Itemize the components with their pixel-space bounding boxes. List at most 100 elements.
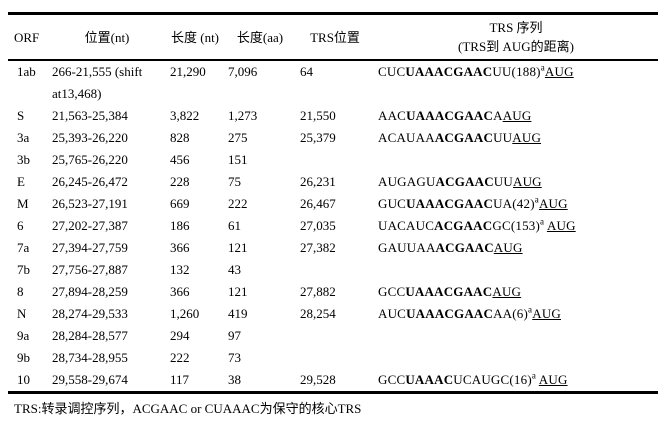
cell-trs-sequence: AUCUAAACGAACAA(6)aAUG	[374, 303, 658, 325]
footnote-marker: a	[528, 304, 533, 315]
cell-position: 21,563-25,384	[52, 108, 128, 123]
cell-trs-position	[296, 325, 374, 347]
cell-length-aa: 151	[228, 152, 248, 167]
cell-trs-sequence: CUCUAAACGAACUU(188)aAUG	[374, 60, 658, 105]
cell-orf: 7a	[17, 240, 30, 255]
aug-start-codon: AUG	[492, 284, 522, 299]
table-row: 1ab 266-21,555 (shift at13,468) 21,290 7…	[8, 60, 658, 105]
footnote-marker: a	[540, 216, 545, 227]
cell-trs-position: 27,035	[300, 218, 336, 233]
cell-trs-sequence: AUGAGUACGAACUUAUG	[374, 171, 658, 193]
aug-start-codon: AUG	[512, 174, 542, 189]
trs-core: UAAACGAAC	[406, 306, 494, 321]
cell-orf: 1ab	[17, 64, 36, 79]
table-row: 9b 28,734-28,955 222 73	[8, 347, 658, 369]
header-position: 位置(nt)	[84, 29, 130, 45]
cell-length-aa: 121	[228, 240, 248, 255]
cell-length-aa: 1,273	[228, 108, 258, 123]
trs-core: UAAACGAAC	[405, 284, 493, 299]
trs-core: UAAACGAAC	[405, 64, 493, 79]
cell-length-nt: 3,822	[170, 108, 200, 123]
cell-position: 25,765-26,220	[52, 152, 128, 167]
cell-orf: N	[17, 306, 27, 321]
cell-length-aa: 97	[228, 328, 241, 343]
table-row: 7b 27,756-27,887 132 43	[8, 259, 658, 281]
seq-prefix: CUC	[378, 64, 406, 79]
header-row: ORF 位置(nt) 长度 (nt) 长度(aa) TRS位置 TRS 序列 (…	[8, 14, 658, 61]
cell-length-aa: 75	[228, 174, 241, 189]
cell-orf: 10	[17, 372, 30, 387]
cell-trs-position: 25,379	[300, 130, 336, 145]
table-row: 9a 28,284-28,577 294 97	[8, 325, 658, 347]
header-length-aa: 长度(aa)	[236, 29, 284, 45]
cell-trs-sequence: AACUAAACGAACAAUG	[374, 105, 658, 127]
cell-position: 27,756-27,887	[52, 262, 128, 277]
cell-position: 28,284-28,577	[52, 328, 128, 343]
cell-position: 26,245-26,472	[52, 174, 128, 189]
header-trs-sequence: TRS 序列 (TRS到 AUG的距离)	[374, 14, 658, 61]
header-trs-sequence-line1: TRS 序列	[489, 20, 543, 35]
trs-core: UAAAC	[405, 372, 454, 387]
header-trs-sequence-line2: (TRS到 AUG的距离)	[458, 39, 574, 54]
cell-orf: E	[17, 174, 25, 189]
cell-length-aa: 7,096	[228, 64, 258, 79]
cell-orf: 7b	[17, 262, 30, 277]
cell-length-aa: 419	[228, 306, 248, 321]
cell-orf: S	[17, 108, 25, 123]
table-row: 8 27,894-28,259 366 121 27,882 GCCUAAACG…	[8, 281, 658, 303]
table-row: M 26,523-27,191 669 222 26,467 GUCUAAACG…	[8, 193, 658, 215]
header-orf: ORF	[14, 29, 40, 45]
cell-trs-sequence	[374, 325, 658, 347]
cell-length-nt: 669	[170, 196, 190, 211]
cell-length-nt: 456	[170, 152, 190, 167]
cell-trs-sequence: GCCUAAACGAACAUG	[374, 281, 658, 303]
trs-core: UAAACGAAC	[406, 196, 494, 211]
cell-position: 29,558-29,674	[52, 372, 128, 387]
cell-trs-position: 29,528	[300, 372, 336, 387]
seq-prefix: AUGAGU	[378, 174, 436, 189]
cell-trs-position: 64	[300, 64, 313, 79]
cell-trs-position	[296, 149, 374, 171]
aug-start-codon: AUG	[532, 306, 561, 321]
cell-trs-sequence	[374, 149, 658, 171]
page: ORF 位置(nt) 长度 (nt) 长度(aa) TRS位置 TRS 序列 (…	[0, 12, 666, 435]
cell-position: 27,394-27,759	[52, 240, 128, 255]
cell-length-aa: 61	[228, 218, 241, 233]
cell-length-nt: 132	[170, 262, 190, 277]
seq-spacer: AA(6)	[493, 306, 529, 321]
table-row: N 28,274-29,533 1,260 419 28,254 AUCUAAA…	[8, 303, 658, 325]
cell-trs-position: 26,231	[300, 174, 336, 189]
header-trs-position: TRS位置	[310, 29, 360, 45]
aug-start-codon: AUG	[512, 130, 542, 145]
cell-trs-sequence: ACAUAAACGAACUUAUG	[374, 127, 658, 149]
table-body: 1ab 266-21,555 (shift at13,468) 21,290 7…	[8, 60, 658, 393]
table-row: 7a 27,394-27,759 366 121 27,382 GAUUAAAC…	[8, 237, 658, 259]
cell-orf: 3a	[17, 130, 30, 145]
cell-trs-sequence	[374, 259, 658, 281]
cell-position: 27,894-28,259	[52, 284, 128, 299]
table-row: 3a 25,393-26,220 828 275 25,379 ACAUAAAC…	[8, 127, 658, 149]
orf-trs-table: ORF 位置(nt) 长度 (nt) 长度(aa) TRS位置 TRS 序列 (…	[8, 12, 658, 394]
seq-spacer: UU(188)	[492, 64, 541, 79]
cell-length-nt: 294	[170, 328, 190, 343]
cell-position: 28,734-28,955	[52, 350, 128, 365]
aug-start-codon: AUG	[502, 108, 532, 123]
seq-spacer: UCAUGC(16)	[453, 372, 532, 387]
cell-trs-position: 21,550	[300, 108, 336, 123]
cell-length-nt: 117	[170, 372, 190, 387]
seq-prefix: GAUUAA	[378, 240, 436, 255]
cell-trs-position: 28,254	[300, 306, 336, 321]
aug-start-codon: AUG	[538, 372, 568, 387]
seq-prefix: AAC	[378, 108, 407, 123]
cell-orf: 6	[17, 218, 24, 233]
seq-prefix: ACAUAA	[378, 130, 435, 145]
cell-trs-sequence: GAUUAAACGAACAUG	[374, 237, 658, 259]
header-length-nt: 长度 (nt)	[170, 29, 220, 45]
table-row: S 21,563-25,384 3,822 1,273 21,550 AACUA…	[8, 105, 658, 127]
trs-core: ACGAAC	[435, 240, 494, 255]
seq-prefix: UACAUC	[378, 218, 435, 233]
cell-trs-sequence: GUCUAAACGAACUA(42)aAUG	[374, 193, 658, 215]
aug-start-codon: AUG	[546, 218, 576, 233]
footnote-marker: a	[540, 62, 545, 73]
cell-position: 25,393-26,220	[52, 130, 128, 145]
